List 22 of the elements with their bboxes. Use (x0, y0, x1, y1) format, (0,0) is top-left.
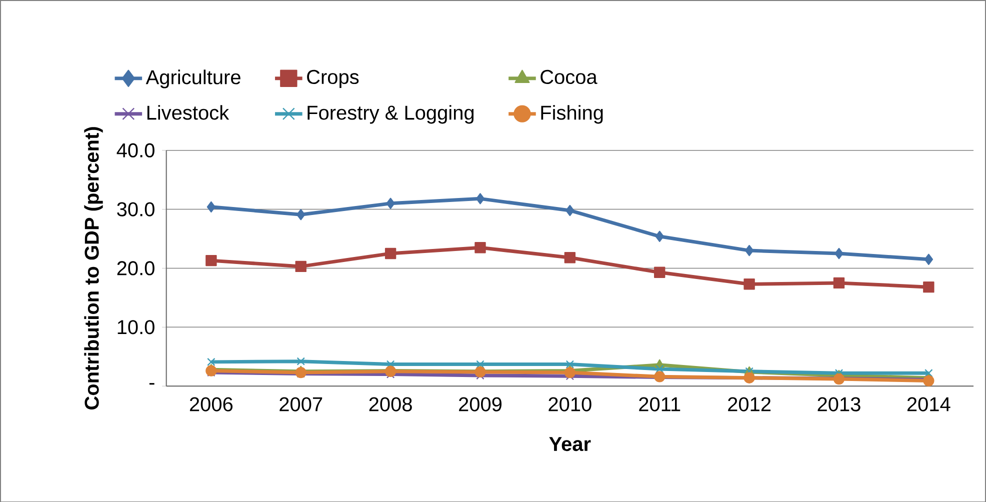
x-tick-label: 2011 (639, 396, 680, 412)
x-tick-label: 2009 (459, 396, 502, 412)
x-tick-label: 2008 (369, 396, 412, 412)
y-tick-label: 20.0 (117, 260, 154, 276)
x-tick-label: 2006 (190, 396, 233, 412)
legend-label: Fishing (541, 104, 603, 124)
x-tick-label: 2007 (280, 396, 322, 412)
x-axis-title: Year (549, 436, 591, 451)
x-tick-label: 2010 (548, 396, 592, 412)
x-tick-label: 2014 (907, 396, 950, 412)
legend-label: Forestry & Logging (308, 104, 474, 124)
y-tick-label: 30.0 (117, 202, 154, 216)
legend-label: Livestock (147, 104, 230, 120)
legend-label: Agriculture (146, 69, 240, 88)
legend-label: Cocoa (540, 70, 598, 84)
x-tick-label: 2012 (728, 396, 771, 412)
y-tick-label: 10.0 (118, 320, 154, 334)
y-tick-label: 40.0 (116, 143, 154, 158)
y-tick-label: - (149, 382, 154, 384)
x-tick-label: 2013 (818, 396, 860, 412)
legend-label: Crops (307, 70, 359, 88)
y-axis-title: Contribution to GDP (percent) (84, 126, 103, 410)
